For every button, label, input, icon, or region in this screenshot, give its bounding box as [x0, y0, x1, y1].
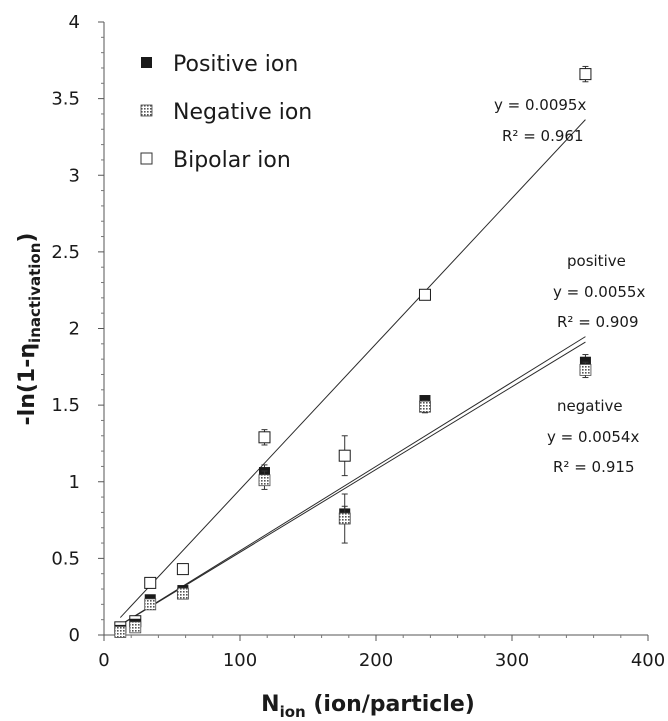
fit-line-bipolar	[119, 119, 586, 618]
bipolar-ion-point	[144, 576, 157, 589]
y-tick-label: 1.5	[51, 395, 80, 416]
negative-ion-point	[114, 626, 127, 638]
y-tick-label: 2	[69, 319, 80, 340]
negative-label: negative	[557, 397, 623, 415]
negative-ion-point	[419, 400, 431, 413]
x-tick-label: 300	[495, 650, 529, 671]
data-points	[114, 65, 592, 638]
positive-r-squared: R² = 0.909	[557, 313, 638, 331]
y-axis-label: -ln(1-ηinactivation)	[15, 233, 44, 426]
bipolar-ion-point	[338, 449, 351, 462]
positive-label: positive	[567, 252, 626, 270]
y-tick-label: 4	[69, 12, 80, 33]
bipolar-ion-point	[418, 288, 431, 301]
negative-ion-point	[176, 587, 189, 600]
bipolar-r-squared: R² = 0.961	[502, 127, 583, 145]
y-tick-label: 3.5	[51, 89, 80, 110]
negative-ion-point	[579, 363, 592, 376]
y-tick-label: 1	[69, 472, 80, 493]
x-tick-label: 0	[98, 650, 109, 671]
y-axis-ticks: 0 0.5 1 1.5 2 2.5 3 3.5 4	[51, 12, 104, 646]
legend-marker-bipolar	[140, 152, 153, 165]
fit-line-negative	[120, 341, 586, 626]
annotations: y = 0.0095x R² = 0.961 positive y = 0.00…	[494, 96, 645, 476]
negative-ion-point	[129, 621, 142, 634]
fit-lines	[119, 119, 586, 626]
positive-equation: y = 0.0055x	[553, 283, 645, 301]
legend-label-positive: Positive ion	[173, 52, 298, 77]
x-axis-label: Nion (ion/particle)	[261, 692, 475, 721]
x-tick-label: 100	[223, 650, 257, 671]
bipolar-ion-point	[258, 431, 271, 444]
negative-equation: y = 0.0054x	[547, 428, 639, 446]
fit-line-positive	[120, 336, 586, 626]
bipolar-ion-point	[176, 563, 189, 576]
bipolar-equation: y = 0.0095x	[494, 96, 586, 114]
negative-ion-point	[144, 598, 157, 611]
axes: 0 100 200 300 400 0 0.5 1 1.5 2 2.5 3 3.5 4	[51, 12, 665, 671]
y-tick-label: 3	[69, 165, 80, 186]
legend: Positive ion Negative ion Bipolar ion	[140, 52, 312, 173]
negative-ion-point	[338, 512, 351, 525]
y-tick-label: 0.5	[51, 548, 80, 569]
legend-marker-positive	[141, 57, 152, 68]
legend-label-bipolar: Bipolar ion	[173, 148, 291, 173]
y-tick-label: 2.5	[51, 242, 80, 263]
x-tick-label: 400	[631, 650, 665, 671]
x-tick-label: 200	[359, 650, 393, 671]
negative-ion-point	[258, 474, 271, 487]
legend-marker-negative	[140, 104, 153, 117]
legend-label-negative: Negative ion	[173, 100, 312, 125]
x-axis-ticks: 0 100 200 300 400	[98, 635, 665, 671]
y-tick-label: 0	[69, 625, 80, 646]
bipolar-ion-point	[579, 68, 592, 81]
negative-r-squared: R² = 0.915	[553, 458, 634, 476]
